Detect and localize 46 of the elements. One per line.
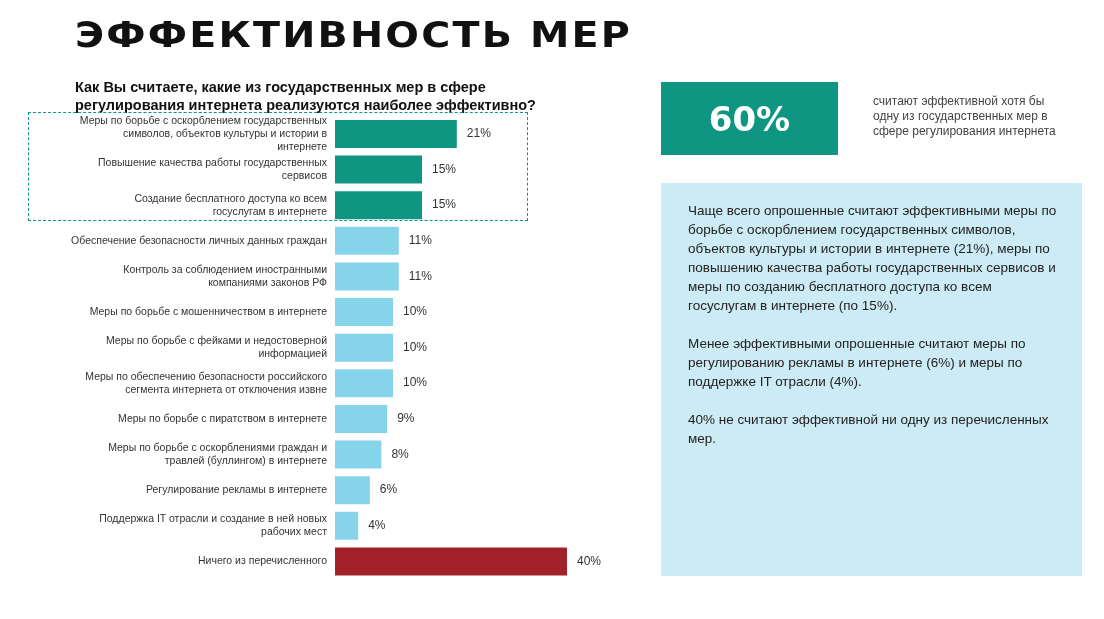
bar (335, 333, 393, 362)
bar (335, 262, 399, 291)
y-tick-label: Меры по борьбе с фейками и недостоверной информацией (105, 333, 328, 359)
data-label: 4% (368, 517, 386, 532)
bar (335, 120, 457, 148)
chart-title: ЭФФЕКТИВНОСТЬ МЕР (75, 14, 633, 55)
y-tick-label: Создание бесплатного доступа ко всем госуслугам в интернете (134, 191, 328, 217)
data-label: 21% (466, 126, 492, 141)
data-label: 15% (432, 197, 457, 212)
data-label: 6% (379, 482, 398, 497)
text: Чаще всего опрошенные считают эффективными меры по борьбе с оскорблением государственных символов, объектов культуры и истории в интернете (21%), меры по повышению качества работы государственных сервисов и меры по созданию бесплатного доступа ко всем госуслугам в интернете (по 15%). (688, 202, 1058, 315)
data-label: 9% (397, 411, 415, 426)
y-tick-label: Регулирование рекламы в интернете (145, 482, 328, 495)
bar (335, 511, 359, 540)
y-tick-label: Меры по обеспечению безопасности российского сегмента интернета от отключения извне (85, 369, 328, 395)
data-label: 10% (403, 304, 428, 319)
chart-subtitle: Как Вы считаете, какие из государственных мер в сфере регулирования интернета реализуются наиболее эффективно? (75, 78, 537, 114)
data-label: 15% (432, 161, 457, 176)
bar (335, 369, 393, 398)
bar (335, 298, 393, 327)
bar (335, 404, 388, 433)
data-label: 10% (403, 339, 428, 354)
data-label: 10% (403, 375, 428, 390)
bar (335, 440, 382, 469)
y-tick-label: Меры по борьбе с оскорблением государственных символов, объектов культуры и истории в интернете (79, 113, 328, 152)
y-tick-label: Контроль за соблюдением иностранными компаниями законов РФ (123, 262, 328, 288)
y-tick-label: Повышение качества работы государственных сервисов (98, 155, 328, 181)
text: Менее эффективными опрошенные считают меры по регулированию рекламы в интернете (6%) и меры по поддержке IT отрасли (4%). (688, 335, 1027, 391)
text: 40% не считают эффективной ни одну из перечисленных мер. (688, 411, 1050, 448)
data-label: 11% (408, 268, 433, 283)
y-tick-label: Ничего из перечисленного (198, 553, 328, 566)
y-tick-label: Меры по борьбе с пиратством в интернете (118, 411, 328, 424)
text: считают эффективной хотя бы одну из государственных мер в сфере регулирования интернета (873, 94, 1057, 139)
y-tick-label: Поддержка IT отрасли и создание в ней новых рабочих мест (99, 511, 328, 537)
y-tick-label: Меры по борьбе с оскорблениями граждан и травлей (буллингом) в интернете (108, 440, 328, 466)
y-tick-label: Обеспечение безопасности личных данных граждан (71, 233, 328, 246)
bar (335, 547, 567, 576)
bar (335, 191, 422, 220)
text: 60% (661, 82, 838, 155)
data-label: 11% (408, 233, 433, 248)
data-label: 8% (391, 446, 410, 461)
data-label: 40% (577, 553, 602, 568)
bar (335, 226, 399, 255)
bar (335, 155, 422, 184)
y-tick-label: Меры по борьбе с мошенничеством в интернете (89, 304, 328, 317)
bar (335, 476, 370, 505)
